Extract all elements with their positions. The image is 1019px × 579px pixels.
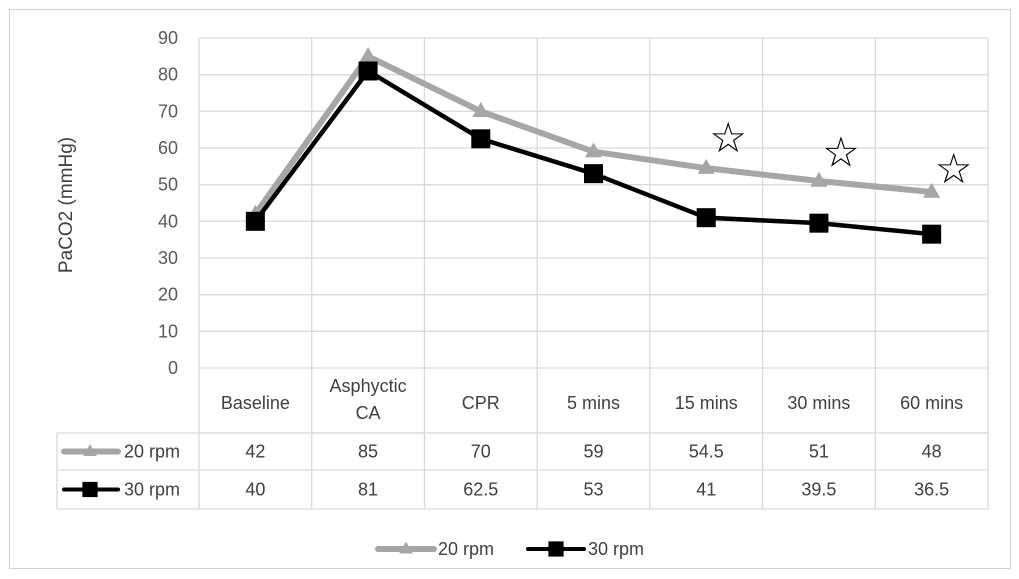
y-tick-label: 40 bbox=[158, 211, 178, 231]
data-table: Baseline Asphyctic CA CPR 5 mins 15 mins 30 mi… bbox=[56, 376, 988, 510]
table-cell: 36.5 bbox=[914, 480, 949, 500]
table-cell: 53 bbox=[583, 480, 603, 500]
table-series-name: 20 rpm bbox=[124, 442, 180, 462]
table-cell: 70 bbox=[471, 442, 491, 462]
table-legend-marker bbox=[82, 481, 98, 498]
table-cell: 51 bbox=[809, 442, 829, 462]
category-label: Asphyctic CA bbox=[330, 376, 407, 423]
table-cell: 59 bbox=[583, 442, 603, 462]
y-tick-label: 70 bbox=[158, 101, 178, 121]
grid-layer bbox=[198, 37, 989, 509]
star-annotation: ☆ bbox=[935, 144, 973, 193]
legend-label: 20 rpm bbox=[438, 539, 494, 559]
data-point bbox=[472, 102, 490, 118]
category-label: CPR bbox=[462, 393, 500, 413]
table-cell: 54.5 bbox=[689, 442, 724, 462]
data-point bbox=[358, 61, 378, 81]
y-tick-label: 80 bbox=[158, 65, 178, 85]
data-point bbox=[922, 224, 942, 244]
table-cell: 81 bbox=[358, 480, 378, 500]
category-label: Baseline bbox=[221, 393, 290, 413]
y-tick-label: 0 bbox=[168, 358, 178, 378]
data-point bbox=[585, 142, 602, 158]
star-annotation: ☆ bbox=[822, 128, 860, 177]
category-label: 5 mins bbox=[567, 393, 620, 413]
data-point bbox=[809, 213, 829, 233]
data-point bbox=[359, 47, 377, 63]
table-cell: 42 bbox=[245, 442, 265, 462]
legend-marker bbox=[399, 541, 413, 554]
legend: 20 rpm 30 rpm bbox=[375, 539, 644, 559]
category-label: 30 mins bbox=[787, 393, 850, 413]
data-point bbox=[696, 208, 716, 228]
y-axis-title: PaCO2 (mmHg) bbox=[56, 137, 77, 273]
y-tick-label: 60 bbox=[158, 138, 178, 158]
table-cell: 40 bbox=[245, 480, 265, 500]
y-tick-label: 20 bbox=[158, 285, 178, 305]
data-point bbox=[245, 211, 265, 231]
table-cell: 85 bbox=[358, 442, 378, 462]
table-legend-marker bbox=[83, 444, 97, 457]
table-series-name: 30 rpm bbox=[124, 480, 180, 500]
y-tick-label: 10 bbox=[158, 321, 178, 341]
data-point bbox=[923, 182, 941, 198]
data-point bbox=[697, 158, 715, 174]
data-point bbox=[810, 171, 828, 187]
table-cell: 41 bbox=[696, 480, 716, 500]
table-cell: 48 bbox=[922, 442, 942, 462]
y-tick-label: 30 bbox=[158, 248, 178, 268]
legend-label: 30 rpm bbox=[588, 539, 644, 559]
data-point bbox=[584, 164, 603, 184]
category-label: 15 mins bbox=[675, 393, 738, 413]
y-tick-label: 50 bbox=[158, 175, 178, 195]
y-tick-label: 90 bbox=[158, 28, 178, 48]
star-annotation: ☆ bbox=[709, 113, 747, 162]
significance-stars: ☆ ☆ ☆ bbox=[709, 113, 972, 193]
legend-marker bbox=[548, 541, 564, 557]
data-point bbox=[471, 129, 491, 149]
chart-frame bbox=[9, 9, 1011, 569]
table-cell: 62.5 bbox=[463, 480, 498, 500]
table-cell: 39.5 bbox=[801, 480, 836, 500]
series-layer bbox=[245, 47, 942, 244]
category-label: 60 mins bbox=[900, 393, 963, 413]
y-axis-ticks: 0 10 20 30 40 50 60 70 80 90 bbox=[158, 28, 178, 378]
